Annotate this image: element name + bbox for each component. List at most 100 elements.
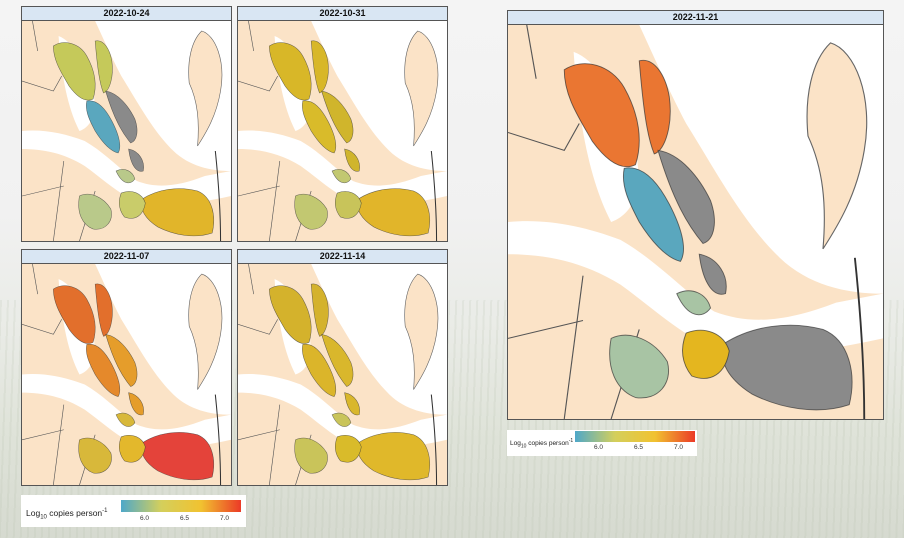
panel-date-label: 2022-11-14 bbox=[238, 250, 447, 264]
sewershed-north bbox=[94, 283, 113, 337]
sewershed-mid bbox=[86, 100, 121, 154]
sewershed-mid2 bbox=[128, 392, 144, 416]
sewershed-north bbox=[563, 63, 640, 168]
shoreline bbox=[853, 257, 866, 419]
boundary-line bbox=[22, 75, 62, 92]
panel-date-label: 2022-11-21 bbox=[508, 11, 883, 25]
sewershed-west bbox=[294, 437, 328, 474]
sewershed-west bbox=[294, 193, 328, 230]
sewershed-mid2 bbox=[698, 253, 727, 295]
sewershed-south2 bbox=[334, 191, 362, 219]
sewershed-north bbox=[53, 285, 96, 344]
sewershed-mid bbox=[302, 343, 337, 397]
peninsula bbox=[188, 273, 223, 390]
shoreline bbox=[214, 150, 222, 241]
sewershed-north bbox=[94, 40, 113, 94]
shoreline bbox=[430, 394, 438, 485]
sewershed-north bbox=[310, 40, 329, 94]
boundary-line bbox=[32, 264, 38, 295]
panel-date-label: 2022-11-07 bbox=[22, 250, 231, 264]
river-water bbox=[22, 373, 231, 449]
legend-ticks: 6.0 6.5 7.0 bbox=[121, 515, 241, 525]
boundary-line bbox=[508, 123, 580, 152]
boundary-line bbox=[22, 429, 64, 441]
sewershed-south2 bbox=[118, 191, 146, 219]
peninsula bbox=[806, 42, 868, 250]
river-water bbox=[22, 130, 231, 205]
boundary-line bbox=[269, 404, 281, 485]
sewershed-south bbox=[141, 188, 214, 237]
boundary-line bbox=[526, 25, 537, 79]
sewershed-south bbox=[357, 188, 430, 237]
legend-tick-label: 6.0 bbox=[594, 444, 604, 451]
sewershed-mid bbox=[86, 343, 121, 397]
boundary-line bbox=[248, 21, 254, 52]
shoreline bbox=[214, 394, 222, 485]
boundary-line bbox=[508, 319, 584, 339]
panel-date-label: 2022-10-24 bbox=[22, 7, 231, 21]
sewershed-north bbox=[269, 42, 312, 101]
sewershed-west bbox=[78, 437, 112, 474]
panel-date-label: 2022-10-31 bbox=[238, 7, 447, 21]
map-panel-2022-10-24: 2022-10-24 bbox=[21, 6, 232, 242]
boundary-line bbox=[53, 160, 65, 241]
sewershed-west bbox=[115, 412, 136, 427]
map-panel-2022-11-21: 2022-11-21 bbox=[507, 10, 884, 420]
map-area bbox=[22, 264, 231, 485]
sewershed-mid2 bbox=[321, 334, 354, 387]
sewershed-south bbox=[721, 324, 853, 411]
sewershed-south bbox=[141, 432, 214, 481]
peninsula bbox=[188, 30, 223, 147]
sewershed-south bbox=[357, 432, 430, 481]
sewershed-west bbox=[609, 334, 669, 399]
map-area bbox=[238, 21, 447, 241]
legend-tick-label: 6.0 bbox=[140, 515, 150, 522]
map-panel-2022-10-31: 2022-10-31 bbox=[237, 6, 448, 242]
river-water bbox=[238, 130, 447, 205]
legend-title: Log10 copies person-1 bbox=[510, 438, 574, 450]
map-area bbox=[238, 264, 447, 485]
legend-tick-label: 6.5 bbox=[634, 444, 644, 451]
sewershed-mid2 bbox=[105, 334, 138, 387]
sewershed-west bbox=[115, 169, 136, 184]
sewershed-west bbox=[331, 169, 352, 184]
sewershed-mid2 bbox=[128, 148, 144, 172]
sewershed-mid2 bbox=[105, 90, 138, 144]
map-area bbox=[22, 21, 231, 241]
sewershed-south2 bbox=[334, 434, 362, 463]
legend-colorbar bbox=[121, 500, 241, 512]
boundary-line bbox=[22, 319, 62, 335]
sewershed-mid2 bbox=[657, 149, 715, 245]
boundary-line bbox=[53, 404, 65, 485]
sewershed-north bbox=[53, 42, 96, 101]
sewershed-south2 bbox=[118, 434, 146, 463]
map-panel-2022-11-07: 2022-11-07 bbox=[21, 249, 232, 486]
boundary-line bbox=[238, 75, 278, 92]
boundary-line bbox=[238, 319, 278, 335]
legend-colorbar bbox=[575, 431, 695, 442]
sewershed-mid2 bbox=[344, 148, 360, 172]
sewershed-south2 bbox=[681, 329, 730, 379]
sewershed-north bbox=[638, 60, 671, 155]
peninsula bbox=[404, 273, 439, 390]
sewershed-mid2 bbox=[344, 392, 360, 416]
peninsula bbox=[404, 30, 439, 147]
sewershed-mid bbox=[302, 100, 337, 154]
sewershed-mid2 bbox=[321, 90, 354, 144]
river-water bbox=[238, 373, 447, 449]
boundary-line bbox=[22, 185, 64, 197]
boundary-line bbox=[248, 264, 254, 295]
boundary-line bbox=[238, 185, 280, 197]
legend-tick-label: 6.5 bbox=[180, 515, 190, 522]
sewershed-north bbox=[269, 285, 312, 344]
sewershed-west bbox=[78, 193, 112, 230]
boundary-line bbox=[563, 275, 584, 419]
legend-tick-label: 7.0 bbox=[220, 515, 230, 522]
shoreline bbox=[430, 150, 438, 241]
map-panel-2022-11-14: 2022-11-14 bbox=[237, 249, 448, 486]
sewershed-north bbox=[310, 283, 329, 337]
river-water bbox=[508, 221, 883, 354]
legend-title: Log10 copies person-1 bbox=[26, 508, 108, 521]
map-area bbox=[508, 25, 883, 419]
legend-tick-label: 7.0 bbox=[674, 444, 684, 451]
